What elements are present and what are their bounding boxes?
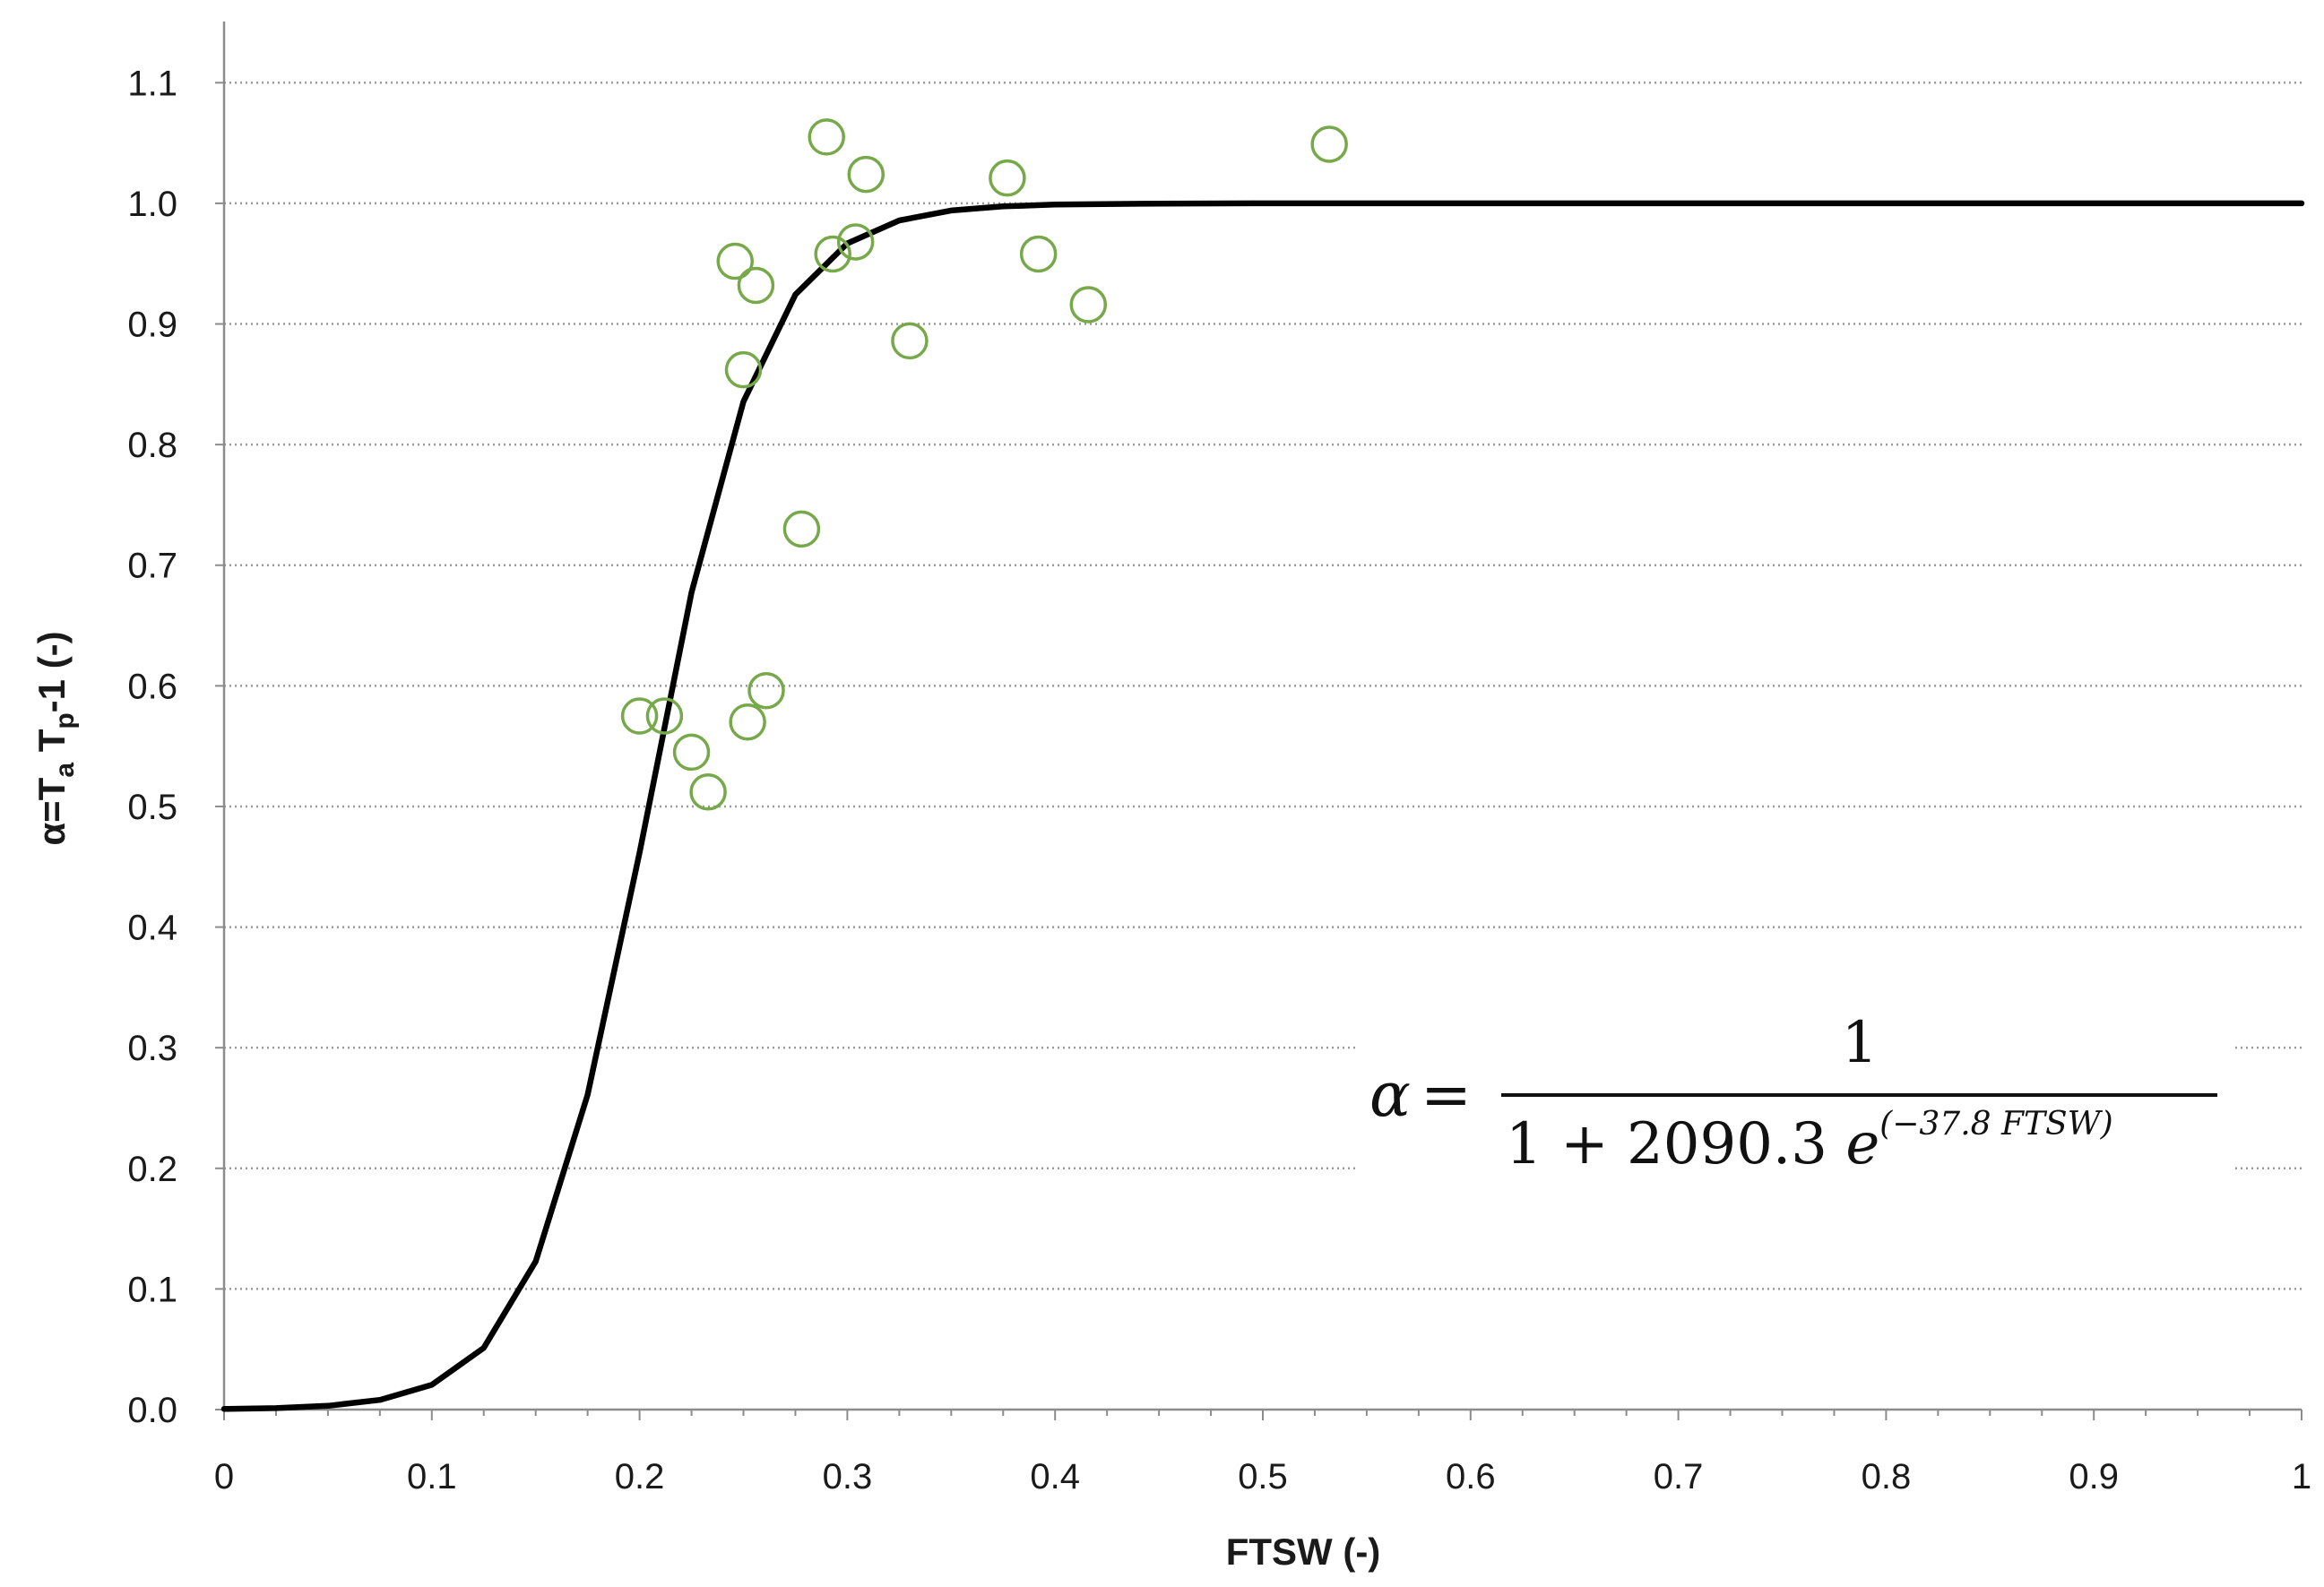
- y-tick-label: 1.1: [127, 64, 177, 103]
- y-tick-label: 0.9: [127, 306, 177, 345]
- equation-background: [1358, 990, 2232, 1205]
- y-tick-label: 0.6: [127, 667, 177, 706]
- fitted-curve: [220, 200, 2305, 1412]
- equation-annotation: α = 1 1 + 2090.3 e(−37.8 FTSW): [1358, 990, 2232, 1205]
- x-tick-labels: 0 0.1 0.2 0.3 0.4 0.5 0.6 0.7 0.8 0.9 1: [214, 1457, 2311, 1496]
- equation-denominator-main: 1 + 2090.3: [1506, 1111, 1845, 1177]
- x-tick-label: 0.3: [823, 1457, 873, 1496]
- x-tick-label: 0.9: [2069, 1457, 2119, 1496]
- data-point: [645, 697, 684, 735]
- equation-equals: =: [1421, 1060, 1472, 1131]
- y-tick-label: 0.4: [127, 909, 177, 948]
- y-tick-label: 0.0: [127, 1391, 177, 1430]
- x-tick-label: 0.7: [1654, 1457, 1704, 1496]
- x-tick-label: 0.4: [1030, 1457, 1080, 1496]
- x-tick-label: 0.5: [1238, 1457, 1288, 1496]
- equation-e: e: [1845, 1111, 1879, 1177]
- data-point: [1310, 125, 1348, 163]
- y-tick-labels: 0.0 0.1 0.2 0.3 0.4 0.5 0.6 0.7 0.8 0.9 1.0 1.1: [127, 64, 177, 1430]
- data-point: [814, 235, 851, 273]
- y-axis-title-prefix: α=T: [30, 777, 73, 845]
- data-point: [847, 155, 886, 194]
- y-tick-label: 0.1: [127, 1270, 177, 1309]
- y-axis-title-mid: T: [30, 729, 73, 763]
- x-tick-label: 0.1: [407, 1457, 457, 1496]
- data-point: [724, 350, 763, 389]
- x-tick-label: 0.6: [1446, 1457, 1496, 1496]
- x-axis-title: FTSW (-): [1226, 1531, 1381, 1573]
- y-axis-title-sub-p: p: [50, 712, 80, 729]
- y-axis-title-sub-a: a: [50, 763, 80, 778]
- data-point: [891, 322, 929, 360]
- equation-denominator: 1 + 2090.3 e(−37.8 FTSW): [1506, 1106, 2113, 1177]
- y-tick-label: 0.2: [127, 1150, 177, 1189]
- y-tick-label: 0.8: [127, 426, 177, 465]
- data-point: [747, 671, 785, 710]
- y-tick-label: 1.0: [127, 185, 177, 224]
- data-point: [716, 242, 754, 280]
- x-tick-label: 0: [214, 1457, 234, 1496]
- y-tick-label: 0.5: [127, 788, 177, 827]
- y-axis-title: α=Ta Tp-1 (-): [30, 631, 80, 845]
- x-tick-label: 0.8: [1862, 1457, 1912, 1496]
- equation-numerator: 1: [1842, 1010, 1879, 1076]
- y-axis-title-suffix: -1 (-): [30, 631, 73, 712]
- data-point: [737, 266, 775, 305]
- axes: [215, 22, 2302, 1420]
- y-tick-label: 0.7: [127, 547, 177, 586]
- curve-layer: [220, 200, 2305, 1412]
- data-point: [672, 733, 711, 772]
- data-point: [620, 697, 659, 735]
- y-tick-label: 0.3: [127, 1029, 177, 1068]
- data-point: [689, 773, 727, 811]
- equation-exponent: (−37.8 FTSW): [1879, 1106, 2113, 1143]
- data-point: [729, 703, 766, 741]
- points-layer: [620, 118, 1348, 811]
- data-point: [1069, 286, 1108, 323]
- equation-lhs: α: [1369, 1060, 1411, 1131]
- x-tick-label: 1: [2292, 1457, 2311, 1496]
- x-tick-label: 0.2: [615, 1457, 665, 1496]
- data-point: [782, 510, 821, 548]
- data-point: [989, 159, 1026, 197]
- data-point: [808, 118, 845, 156]
- data-point: [1019, 235, 1058, 273]
- data-point: [836, 223, 875, 261]
